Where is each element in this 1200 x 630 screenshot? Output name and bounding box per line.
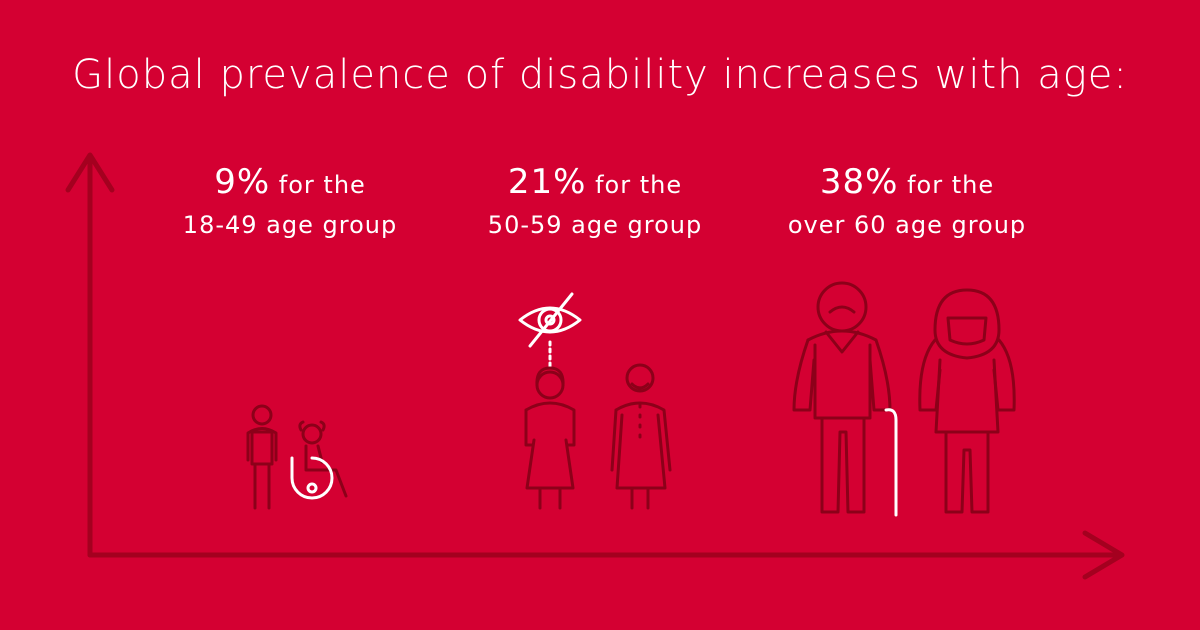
vision-impaired-icon <box>518 292 582 370</box>
for-the-text: for the <box>907 171 995 199</box>
older-woman-icon <box>524 366 576 510</box>
elderly-woman-icon <box>918 288 1016 514</box>
page-title: Global prevalence of disability increase… <box>72 52 1128 98</box>
group-label-over-60: 38% for the over 60 age group <box>747 162 1067 245</box>
value-label: 21% <box>507 162 587 202</box>
for-the-text: for the <box>278 171 366 199</box>
child-icon <box>246 404 278 510</box>
category-label: over 60 age group <box>787 211 1027 239</box>
x-axis-arrow <box>1082 530 1125 580</box>
walking-cane-icon <box>884 408 898 517</box>
for-the-text: for the <box>595 171 683 199</box>
elderly-man-icon <box>792 281 892 514</box>
category-label: 18-49 age group <box>182 211 398 239</box>
axes <box>65 152 1125 580</box>
category-label: 50-59 age group <box>487 211 703 239</box>
value-label: 38% <box>819 162 899 202</box>
value-label: 9% <box>214 162 271 202</box>
child-wheelchair-icon <box>290 420 348 500</box>
y-axis-arrow <box>65 152 115 193</box>
group-label-18-49: 9% for the 18-49 age group <box>130 162 450 245</box>
group-label-50-59: 21% for the 50-59 age group <box>435 162 755 245</box>
older-man-icon <box>610 363 672 510</box>
